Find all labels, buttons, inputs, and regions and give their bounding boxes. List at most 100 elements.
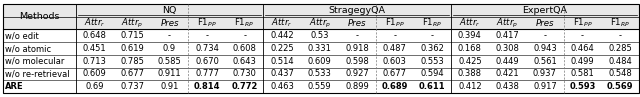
Text: -: - — [356, 31, 358, 40]
Text: 0.734: 0.734 — [195, 44, 219, 53]
Text: 0.388: 0.388 — [458, 69, 482, 78]
Text: ExpertQA: ExpertQA — [522, 6, 568, 15]
Text: 0.609: 0.609 — [83, 69, 106, 78]
Text: -: - — [205, 31, 209, 40]
Text: Attr$_r$: Attr$_r$ — [271, 17, 293, 29]
Text: 0.487: 0.487 — [383, 44, 406, 53]
Text: 0.927: 0.927 — [346, 69, 369, 78]
Text: -: - — [431, 31, 434, 40]
Text: F1$_{RP}$: F1$_{RP}$ — [610, 17, 630, 29]
Text: -: - — [393, 31, 396, 40]
Text: 0.677: 0.677 — [383, 69, 407, 78]
Text: w/o atomic: w/o atomic — [5, 44, 51, 53]
Text: Attr$_r$: Attr$_r$ — [84, 17, 105, 29]
Text: 0.608: 0.608 — [233, 44, 257, 53]
Text: 0.553: 0.553 — [420, 57, 444, 66]
Bar — [3, 29, 639, 93]
Text: 0.917: 0.917 — [533, 82, 557, 91]
Text: 0.561: 0.561 — [533, 57, 557, 66]
Text: 0.911: 0.911 — [157, 69, 181, 78]
Text: 0.559: 0.559 — [308, 82, 332, 91]
Text: 0.225: 0.225 — [270, 44, 294, 53]
Text: 0.394: 0.394 — [458, 31, 482, 40]
Text: 0.464: 0.464 — [570, 44, 595, 53]
Text: 0.619: 0.619 — [120, 44, 144, 53]
Text: Attr$_p$: Attr$_p$ — [308, 16, 331, 30]
Text: Pres: Pres — [348, 19, 367, 28]
Text: -: - — [243, 31, 246, 40]
Text: 0.442: 0.442 — [270, 31, 294, 40]
Text: 0.69: 0.69 — [85, 82, 104, 91]
Text: 0.730: 0.730 — [233, 69, 257, 78]
Text: w/o edit: w/o edit — [5, 31, 39, 40]
Text: F1$_{RP}$: F1$_{RP}$ — [422, 17, 442, 29]
Text: 0.594: 0.594 — [420, 69, 444, 78]
Text: 0.677: 0.677 — [120, 69, 144, 78]
Text: 0.548: 0.548 — [608, 69, 632, 78]
Text: 0.425: 0.425 — [458, 57, 482, 66]
Text: 0.785: 0.785 — [120, 57, 144, 66]
Text: 0.91: 0.91 — [161, 82, 179, 91]
Text: NQ: NQ — [163, 6, 177, 15]
Bar — [3, 4, 639, 29]
Text: -: - — [581, 31, 584, 40]
Text: 0.438: 0.438 — [495, 82, 519, 91]
Text: 0.593: 0.593 — [569, 82, 596, 91]
Text: Methods: Methods — [19, 12, 60, 21]
Text: 0.417: 0.417 — [495, 31, 519, 40]
Text: F1$_{PP}$: F1$_{PP}$ — [385, 17, 404, 29]
Text: -: - — [618, 31, 621, 40]
Text: F1$_{RP}$: F1$_{RP}$ — [234, 17, 255, 29]
Text: Attr$_p$: Attr$_p$ — [496, 16, 518, 30]
Text: 0.689: 0.689 — [381, 82, 408, 91]
Text: 0.777: 0.777 — [195, 69, 219, 78]
Text: 0.609: 0.609 — [308, 57, 332, 66]
Text: F1$_{PP}$: F1$_{PP}$ — [573, 17, 592, 29]
Text: 0.463: 0.463 — [270, 82, 294, 91]
Text: 0.737: 0.737 — [120, 82, 144, 91]
Text: 0.937: 0.937 — [533, 69, 557, 78]
Text: 0.611: 0.611 — [419, 82, 445, 91]
Text: w/o molecular: w/o molecular — [5, 57, 65, 66]
Text: 0.53: 0.53 — [310, 31, 329, 40]
Text: -: - — [543, 31, 547, 40]
Text: 0.814: 0.814 — [194, 82, 220, 91]
Text: Pres: Pres — [160, 19, 179, 28]
Text: StragegyQA: StragegyQA — [329, 6, 386, 15]
Text: 0.514: 0.514 — [270, 57, 294, 66]
Text: 0.168: 0.168 — [458, 44, 482, 53]
Text: 0.569: 0.569 — [607, 82, 633, 91]
Text: 0.581: 0.581 — [570, 69, 595, 78]
Text: 0.451: 0.451 — [83, 44, 106, 53]
Text: ARE: ARE — [5, 82, 24, 91]
Text: 0.421: 0.421 — [495, 69, 519, 78]
Text: 0.533: 0.533 — [308, 69, 332, 78]
Text: 0.648: 0.648 — [83, 31, 106, 40]
Text: 0.412: 0.412 — [458, 82, 482, 91]
Text: -: - — [168, 31, 171, 40]
Text: 0.484: 0.484 — [608, 57, 632, 66]
Text: 0.943: 0.943 — [533, 44, 557, 53]
Text: 0.362: 0.362 — [420, 44, 444, 53]
Text: 0.499: 0.499 — [571, 57, 594, 66]
Text: 0.918: 0.918 — [346, 44, 369, 53]
Text: Attr$_p$: Attr$_p$ — [121, 16, 143, 30]
Text: F1$_{PP}$: F1$_{PP}$ — [197, 17, 217, 29]
Text: Attr$_r$: Attr$_r$ — [459, 17, 481, 29]
Text: 0.285: 0.285 — [608, 44, 632, 53]
Text: 0.899: 0.899 — [346, 82, 369, 91]
Text: 0.449: 0.449 — [495, 57, 519, 66]
Text: 0.598: 0.598 — [346, 57, 369, 66]
Text: 0.713: 0.713 — [83, 57, 106, 66]
Text: 0.308: 0.308 — [495, 44, 519, 53]
Text: Pres: Pres — [536, 19, 554, 28]
Text: 0.437: 0.437 — [270, 69, 294, 78]
Text: 0.9: 0.9 — [163, 44, 176, 53]
Text: 0.585: 0.585 — [157, 57, 181, 66]
Text: 0.772: 0.772 — [232, 82, 258, 91]
Text: w/o re-retrieval: w/o re-retrieval — [5, 69, 70, 78]
Text: 0.331: 0.331 — [308, 44, 332, 53]
Text: 0.603: 0.603 — [383, 57, 406, 66]
Text: 0.670: 0.670 — [195, 57, 219, 66]
Text: 0.715: 0.715 — [120, 31, 144, 40]
